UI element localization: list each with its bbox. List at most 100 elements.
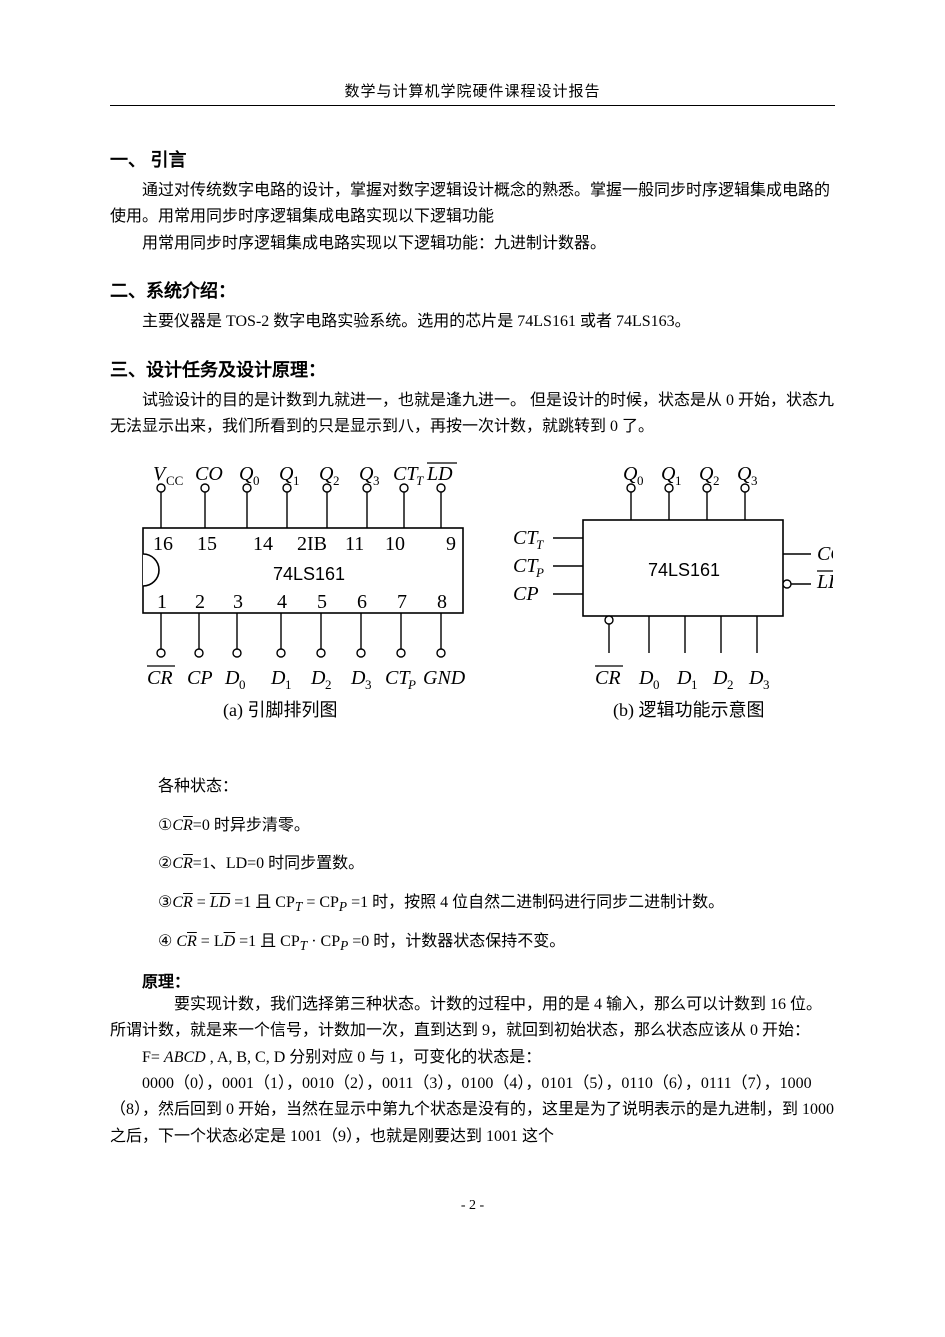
state3-mid: = [193,894,210,911]
svg-text:3: 3 [373,473,380,488]
chip-left: VCC CO Q0 Q1 Q2 Q3 CTT LD [143,463,466,721]
state-2: ②CR=1、LD=0 时同步置数。 [110,845,835,883]
section3-p1: 试验设计的目的是计数到九就进一，也就是逢九进一。 但是设计的时候，状态是从 0 … [110,388,835,441]
page-header-title: 数学与计算机学院硬件课程设计报告 [110,80,835,101]
svg-text:7: 7 [397,591,407,613]
svg-text:D: D [712,667,728,689]
svg-text:3: 3 [763,677,770,692]
svg-text:15: 15 [197,533,217,555]
svg-text:11: 11 [345,533,364,555]
svg-text:D: D [310,667,326,689]
svg-text:3: 3 [233,591,243,613]
svg-text:Q: Q [319,463,334,485]
header-rule [110,105,835,106]
page-number: - 2 - [110,1198,835,1214]
states-label: 各种状态： [110,768,835,806]
state-1: ①CR=0 时异步清零。 [110,807,835,845]
svg-text:2: 2 [325,677,332,692]
svg-text:6: 6 [357,591,367,613]
state4-C: C [176,933,187,950]
svg-text:Q: Q [279,463,294,485]
state-3: ③CR = LD =1 且 CPT = CPP =1 时，按照 4 位自然二进制… [110,884,835,923]
principle-p2: F= ABCD , A, B, C, D 分别对应 0 与 1，可变化的状态是： [110,1045,835,1071]
state2-post: =1、LD=0 时同步置数。 [193,855,364,872]
svg-text:CO: CO [195,463,223,485]
svg-text:D: D [676,667,692,689]
svg-text:9: 9 [446,533,456,555]
state4-mid: = L [197,933,224,950]
svg-text:Q: Q [239,463,254,485]
svg-text:1: 1 [157,591,167,613]
svg-text:2: 2 [333,473,340,488]
state4-Rbar: R [187,933,197,950]
chip-diagram: VCC CO Q0 Q1 Q2 Q3 CTT LD [110,458,835,738]
svg-text:CO: CO [817,543,833,565]
principle-p1: 要实现计数，我们选择第三种状态。计数的过程中，用的是 4 输入，那么可以计数到 … [110,992,835,1045]
state-4: ④ CR = LD =1 且 CPT · CPP =0 时，计数器状态保持不变。 [110,923,835,962]
svg-text:2IB: 2IB [297,533,327,555]
svg-text:CP: CP [513,583,539,605]
chip-right: Q0 Q1 Q2 Q3 74LS161 [513,463,833,721]
state1-C: C [172,817,183,834]
svg-text:2: 2 [713,473,720,488]
svg-text:T: T [416,473,424,488]
svg-text:LD: LD [426,463,453,485]
state4-pre: ④ [158,933,176,950]
principle-p2-pre: F= [142,1049,164,1066]
svg-text:0: 0 [637,473,644,488]
section1-p1: 通过对传统数字电路的设计，掌握对数字逻辑设计概念的熟悉。掌握一般同步时序逻辑集成… [110,178,835,231]
svg-text:D: D [638,667,654,689]
state4-end: =0 时，计数器状态保持不变。 [348,933,565,950]
svg-text:1: 1 [285,677,292,692]
svg-text:3: 3 [365,677,372,692]
principle-p2-abcd: ABCD [164,1049,206,1066]
svg-text:3: 3 [751,473,758,488]
principle-heading: 原理： [110,968,835,992]
state1-Rbar: R [183,817,193,834]
principle-p3: 0000（0），0001（1），0010（2），0011（3），0100（4），… [110,1071,835,1150]
svg-text:P: P [535,565,544,580]
state1-post: =0 时异步清零。 [193,817,310,834]
section3-heading: 三、设计任务及设计原理： [110,356,835,382]
section1-p2: 用常用同步时序逻辑集成电路实现以下逻辑功能：九进制计数器。 [110,231,835,257]
svg-text:GND: GND [423,667,466,689]
svg-text:2: 2 [727,677,734,692]
svg-text:CR: CR [147,667,173,689]
svg-text:Q: Q [359,463,374,485]
state3-LDbar: LD [210,894,230,911]
svg-text:CR: CR [595,667,621,689]
state3-tail: =1 且 CP [230,894,295,911]
svg-text:16: 16 [153,533,173,555]
section2-heading: 二、系统介绍： [110,277,835,303]
state2-C: C [172,855,183,872]
svg-text:8: 8 [437,591,447,613]
svg-text:CC: CC [166,473,183,488]
state2-Rbar: R [183,855,193,872]
state4-tail: =1 且 CP [235,933,300,950]
svg-text:P: P [407,677,416,692]
svg-text:CP: CP [187,667,213,689]
states-block: 各种状态： ①CR=0 时异步清零。 ②CR=1、LD=0 时同步置数。 ③CR… [110,768,835,962]
state3-pre: ③ [158,894,172,911]
svg-text:1: 1 [675,473,682,488]
svg-text:Q: Q [623,463,638,485]
svg-text:D: D [224,667,240,689]
state2-pre: ② [158,855,172,872]
svg-text:14: 14 [253,533,273,555]
svg-text:D: D [748,667,764,689]
state3-C: C [172,894,183,911]
state4-Dbar: D [224,933,236,950]
chip-diagram-svg: VCC CO Q0 Q1 Q2 Q3 CTT LD [113,458,833,738]
svg-text:D: D [350,667,366,689]
svg-text:2: 2 [195,591,205,613]
chip-name-left: 74LS161 [273,564,345,584]
state3-sub2: P [339,899,347,914]
principle-p2-post: , A, B, C, D 分别对应 0 与 1，可变化的状态是： [206,1049,542,1066]
svg-text:Q: Q [737,463,752,485]
svg-text:1: 1 [691,677,698,692]
state1-pre: ① [158,817,172,834]
section1-heading: 一、 引言 [110,146,835,172]
svg-text:Q: Q [699,463,714,485]
section2-p1: 主要仪器是 TOS-2 数字电路实验系统。选用的芯片是 74LS161 或者 7… [110,309,835,335]
svg-text:0: 0 [239,677,246,692]
